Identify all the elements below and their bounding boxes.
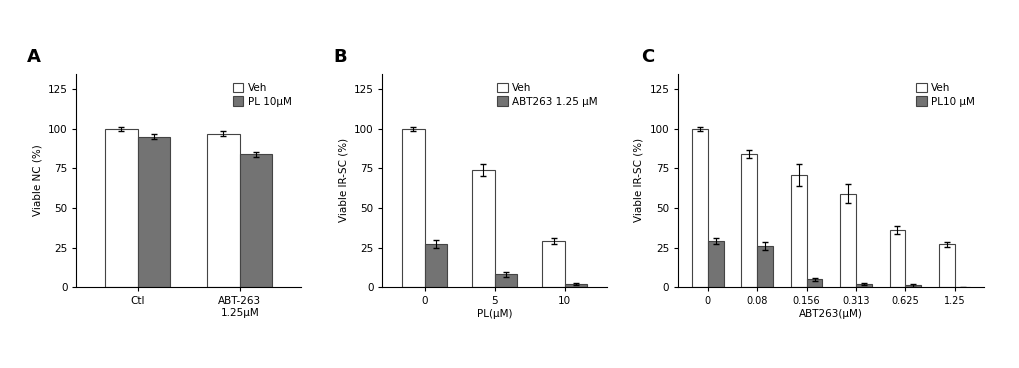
Legend: Veh, ABT263 1.25 μM: Veh, ABT263 1.25 μM: [492, 79, 601, 111]
Bar: [889, 230, 905, 287]
Bar: [692, 129, 707, 287]
Bar: [207, 134, 239, 287]
Bar: [806, 279, 821, 287]
Bar: [424, 244, 446, 287]
Y-axis label: Viable IR-SC (%): Viable IR-SC (%): [337, 138, 347, 222]
Legend: Veh, PL 10μM: Veh, PL 10μM: [228, 79, 296, 111]
Y-axis label: Viable IR-SC (%): Viable IR-SC (%): [633, 138, 643, 222]
Bar: [855, 284, 871, 287]
Bar: [472, 170, 494, 287]
Bar: [790, 175, 806, 287]
Y-axis label: Viable NC (%): Viable NC (%): [32, 145, 42, 216]
Bar: [905, 286, 920, 287]
Bar: [707, 241, 723, 287]
Bar: [840, 194, 855, 287]
Text: A: A: [28, 48, 41, 66]
Text: B: B: [333, 48, 346, 66]
Bar: [239, 154, 272, 287]
Bar: [105, 129, 138, 287]
Bar: [401, 129, 424, 287]
Bar: [565, 284, 587, 287]
Bar: [542, 241, 565, 287]
X-axis label: PL(μM): PL(μM): [477, 309, 512, 319]
Bar: [756, 246, 772, 287]
X-axis label: ABT263(μM): ABT263(μM): [799, 309, 862, 319]
Text: C: C: [641, 48, 654, 66]
Legend: Veh, PL10 μM: Veh, PL10 μM: [911, 79, 978, 111]
Bar: [138, 137, 170, 287]
Bar: [494, 275, 517, 287]
Bar: [741, 154, 756, 287]
Bar: [937, 244, 954, 287]
